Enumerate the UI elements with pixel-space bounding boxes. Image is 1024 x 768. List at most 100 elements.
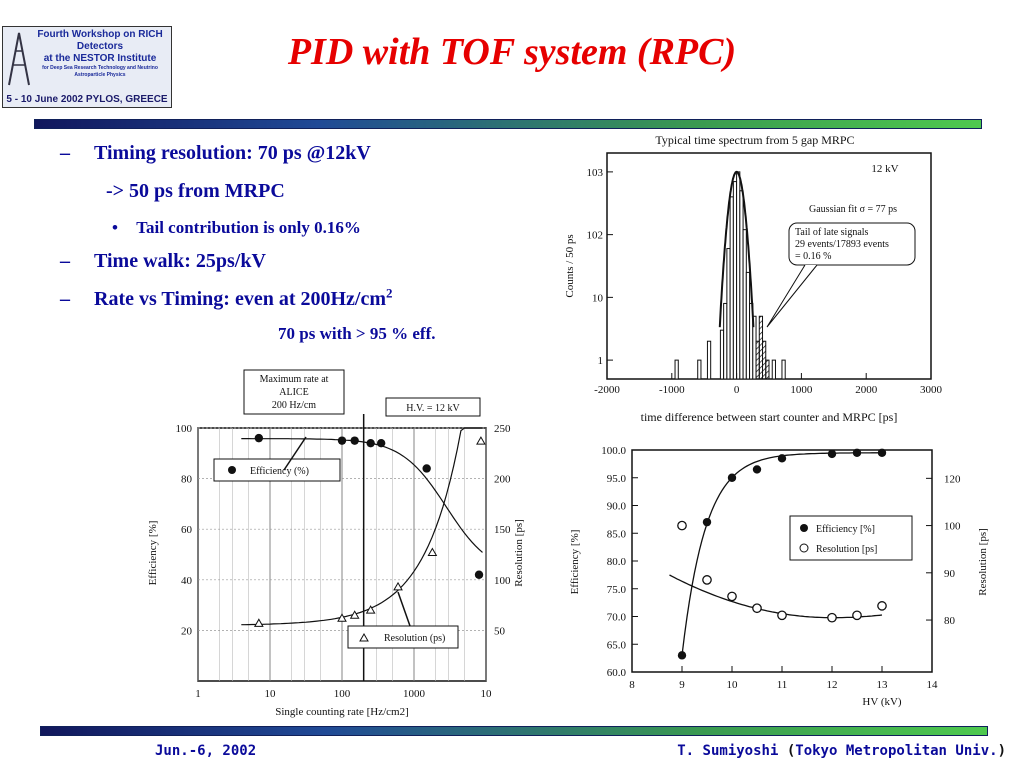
chart3-y-tick-label: 60.0 — [607, 667, 627, 679]
chart2-y-tick-label: 40 — [181, 575, 193, 587]
chart3-x-tick-label: 13 — [877, 679, 889, 691]
workshop-logo: Fourth Workshop on RICH Detectors at the… — [2, 26, 172, 108]
hv-efficiency-chart: 8 9 10 11 12 13 14 60.0 65.0 70.0 75.0 80.0 85.0 90.0… — [569, 445, 989, 708]
chart1-ylabel: Counts / 50 ps — [565, 234, 576, 297]
chart2-resolution-point — [393, 581, 403, 591]
chart1-y-tick-label: 102 — [587, 230, 604, 242]
chart2-y-tick-label: 60 — [181, 524, 193, 536]
chart3-resolution-point — [827, 612, 837, 623]
bullet-rate: – Rate vs Timing: even at 200Hz/cm2 — [60, 286, 393, 311]
chart3-xlabel: HV (kV) — [862, 696, 902, 708]
chart1-y-tick-label: 1 — [598, 355, 604, 367]
chart3-resolution-point — [777, 610, 787, 621]
chart2-legend-efficiency-marker — [228, 466, 236, 474]
chart2-xlabel: Single counting rate [Hz/cm2] — [275, 706, 409, 718]
chart2-annotation-hv: H.V. = 12 kV — [406, 403, 460, 414]
bullet-dash: – — [60, 250, 70, 272]
logo-line-2: at the NESTOR Institute — [43, 53, 157, 64]
chart2-resolution-point — [349, 610, 360, 619]
chart3-y-tick-label: 65.0 — [607, 639, 627, 651]
chart2-y-tick-label: 80 — [181, 474, 193, 486]
chart2-efficiency-point — [337, 436, 347, 445]
chart1-title: Typical time spectrum from 5 gap MRPC — [655, 133, 854, 147]
chart1-histogram-bar — [706, 340, 712, 380]
rate-efficiency-chart: 1 10 100 1000 10 20 40 60 80 100 50 100 150 200 250 Ma… — [148, 369, 525, 718]
chart3-y-tick-label: 70.0 — [607, 612, 627, 624]
chart2-y2-tick-label: 50 — [494, 625, 506, 637]
chart2-efficiency-point — [254, 433, 264, 443]
chart2-x-tick-label: 1000 — [403, 688, 426, 700]
logo-line-3: for Deep Sea Research Technology and Neu… — [42, 65, 158, 78]
footer-author-name: T. Sumiyoshi — [677, 743, 779, 759]
chart3-x-tick-label: 11 — [777, 679, 788, 691]
chart2-annotation-alice: ALICE — [279, 387, 308, 398]
chart2-legend-efficiency-label: Efficiency (%) — [250, 466, 309, 477]
chart3-y2label: Resolution [ps] — [977, 528, 989, 596]
chart2-y2-tick-label: 200 — [494, 474, 511, 486]
logo-line-1: Fourth Workshop on RICH Detectors — [37, 29, 163, 52]
chart1-xlabel: time difference between start counter an… — [641, 410, 898, 424]
chart3-efficiency-point — [702, 517, 712, 527]
chart1-histogram-bar — [674, 359, 679, 380]
chart2-annotation-rate: 200 Hz/cm — [272, 400, 316, 411]
chart3-y-tick-label: 90.0 — [607, 501, 627, 513]
footer-author: T. Sumiyoshi (Tokyo Metropolitan Univ.) — [677, 743, 1006, 759]
logo-dates: 5 - 10 June 2002 PYLOS, GREECE — [6, 94, 168, 105]
chart1-histogram-bar — [771, 359, 776, 380]
chart3-resolution-point — [727, 591, 737, 602]
chart1-tail-callout — [788, 222, 916, 266]
chart2-x-tick-label: 10 — [265, 688, 277, 700]
footer-paren-open: ( — [778, 743, 796, 759]
chart2-efficiency-point — [474, 570, 484, 579]
chart3-legend — [789, 515, 913, 561]
footer-divider — [40, 726, 988, 736]
chart1-gaussian-fit-line — [718, 170, 755, 328]
chart1-annotation-fraction: = 0.16 % — [795, 251, 831, 262]
chart2-y2-tick-label: 150 — [494, 524, 511, 536]
chart1-annotation-events: 29 events/17893 events — [795, 239, 889, 250]
chart3-efficiency-point — [827, 449, 837, 459]
bullet-tail: • Tail contribution is only 0.16% — [112, 218, 361, 238]
chart2-resolution-point — [337, 613, 347, 622]
chart3-resolution-point — [702, 575, 712, 585]
bullet-rate-eff: 70 ps with > 95 % eff. — [278, 324, 436, 343]
chart2-resolution-point — [476, 436, 486, 445]
chart3-x-tick-label: 9 — [679, 679, 685, 691]
bullet-mrpc-text: -> 50 ps from MRPC — [106, 180, 285, 202]
chart2-legend-resolution-label: Resolution (ps) — [384, 633, 445, 644]
chart3-efficiency-point — [677, 651, 687, 660]
logo-tower-icon — [8, 32, 30, 86]
chart1-annotation-fit: Gaussian fit σ = 77 ps — [809, 204, 897, 215]
chart3-y2-tick-label: 80 — [944, 615, 956, 627]
chart3-y2-tick-label: 100 — [944, 521, 961, 533]
chart1-histogram-bar — [781, 359, 786, 380]
time-spectrum-chart: Typical time spectrum from 5 gap MRPC -2… — [565, 133, 943, 424]
chart3-x-tick-label: 10 — [727, 679, 739, 691]
bullet-dash: – — [60, 288, 70, 310]
chart3-resolution-point — [877, 601, 887, 611]
chart2-legend-efficiency — [213, 458, 341, 482]
chart3-y-tick-label: 95.0 — [607, 473, 627, 485]
chart2-x-tick-label: 1 — [195, 688, 201, 700]
chart2-efficiency-point — [422, 464, 431, 473]
chart3-x-tick-label: 14 — [927, 679, 939, 691]
chart2-resolution-point — [253, 618, 264, 627]
bullet-dash: – — [60, 142, 70, 164]
chart2-resolution-point — [365, 605, 376, 614]
chart3-x-tick-label: 8 — [629, 679, 635, 691]
chart2-y2-tick-label: 100 — [494, 575, 511, 587]
chart1-annotation-hv: 12 kV — [871, 163, 898, 175]
chart2-legend-resolution-marker — [359, 632, 369, 642]
bullet-walk-text: Time walk: 25ps/kV — [94, 250, 266, 272]
chart3-y-tick-label: 80.0 — [607, 556, 627, 568]
chart1-annotation-tail: Tail of late signals — [795, 227, 869, 238]
bullet-walk: – Time walk: 25ps/kV — [60, 250, 266, 273]
bullet-tail-text: Tail contribution is only 0.16% — [136, 218, 361, 237]
bullet-timing-text: Timing resolution: 70 ps @12kV — [94, 142, 371, 164]
chart2-arrow-resolution — [397, 591, 411, 627]
chart1-x-tick-label: -2000 — [594, 384, 620, 396]
chart2-efficiency-line — [241, 438, 483, 553]
chart1-y-tick-label: 103 — [587, 167, 604, 179]
chart3-efficiency-point — [777, 454, 787, 463]
chart3-efficiency-point — [727, 473, 737, 482]
